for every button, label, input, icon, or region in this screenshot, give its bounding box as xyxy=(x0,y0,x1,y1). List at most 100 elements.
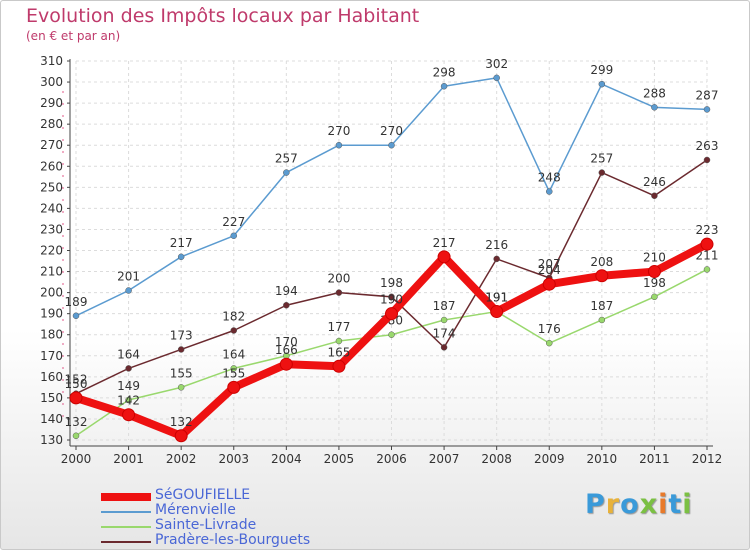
data-point xyxy=(542,277,556,291)
data-label: 302 xyxy=(485,57,508,71)
data-point xyxy=(177,253,185,261)
data-point xyxy=(283,301,290,309)
data-point xyxy=(230,232,237,240)
y-tick-label: 140 xyxy=(40,412,63,426)
data-point xyxy=(122,408,136,422)
data-point xyxy=(700,237,714,251)
x-tick-label: 2010 xyxy=(587,452,618,466)
data-point xyxy=(283,169,290,176)
data-label: 299 xyxy=(590,63,613,77)
x-tick-label: 2007 xyxy=(429,452,460,466)
data-label: 263 xyxy=(696,139,719,153)
data-point xyxy=(388,141,395,149)
data-label: 150 xyxy=(65,377,88,391)
y-tick-label: 150 xyxy=(40,391,63,405)
x-tick-label: 2002 xyxy=(166,452,197,466)
x-tick-label: 2011 xyxy=(639,452,670,466)
data-point xyxy=(493,255,500,263)
data-label: 152 xyxy=(65,373,88,387)
y-tick-label: 160 xyxy=(40,370,63,384)
data-label: 155 xyxy=(222,366,245,380)
data-label: 208 xyxy=(590,255,613,269)
x-tick-label: 2004 xyxy=(271,452,302,466)
y-tick-label: 180 xyxy=(40,328,63,342)
y-tick-label: 250 xyxy=(40,180,63,194)
x-tick-label: 2000 xyxy=(61,452,92,466)
data-label: 288 xyxy=(643,86,666,100)
data-point xyxy=(125,365,132,372)
x-tick-label: 2012 xyxy=(692,452,723,466)
data-label: 246 xyxy=(643,175,666,189)
data-point xyxy=(230,327,237,334)
data-point xyxy=(125,396,132,404)
x-tick-label: 2005 xyxy=(324,452,355,466)
logo-letter: x xyxy=(639,489,659,520)
y-tick-label: 260 xyxy=(40,159,63,173)
data-label: 132 xyxy=(170,415,193,429)
data-label: 165 xyxy=(327,345,350,359)
data-label: 270 xyxy=(380,124,403,138)
data-label: 198 xyxy=(643,276,666,290)
logo-letter: P xyxy=(585,489,606,520)
data-label: 142 xyxy=(117,394,140,408)
x-tick-label: 2006 xyxy=(376,452,407,466)
logo-letter: i xyxy=(682,489,693,520)
data-label: 132 xyxy=(65,415,88,429)
legend-swatch xyxy=(101,526,151,528)
data-point xyxy=(546,188,553,195)
data-label: 200 xyxy=(327,272,350,286)
data-label: 149 xyxy=(117,379,140,393)
legend-label: Sainte-Livrade xyxy=(155,517,257,533)
data-label: 257 xyxy=(275,152,298,166)
x-tick-label: 2001 xyxy=(113,452,144,466)
data-label: 189 xyxy=(65,295,88,309)
data-point xyxy=(703,106,711,113)
data-point xyxy=(440,316,448,324)
y-tick-label: 170 xyxy=(40,349,63,363)
data-point xyxy=(72,432,80,440)
data-point xyxy=(651,293,658,301)
legend-label: Mérenvielle xyxy=(155,502,236,518)
data-point xyxy=(490,305,504,319)
legend-swatch xyxy=(101,541,151,543)
y-tick-label: 220 xyxy=(40,244,63,258)
x-tick-label: 2009 xyxy=(534,452,565,466)
data-label: 207 xyxy=(538,257,561,271)
data-point xyxy=(440,83,448,90)
logo-letter: t xyxy=(668,489,683,520)
legend-swatch xyxy=(101,511,151,513)
data-point xyxy=(440,344,448,351)
data-label: 182 xyxy=(222,310,245,324)
data-point xyxy=(335,337,343,345)
y-tick-label: 210 xyxy=(40,265,63,279)
data-label: 217 xyxy=(170,236,193,250)
y-tick-label: 290 xyxy=(40,96,63,110)
data-label: 298 xyxy=(433,65,456,79)
data-label: 164 xyxy=(222,347,245,361)
data-point xyxy=(177,346,185,353)
data-label: 248 xyxy=(538,171,561,185)
data-label: 166 xyxy=(275,343,298,357)
data-point xyxy=(230,365,237,372)
data-label: 191 xyxy=(485,291,508,305)
data-label: 177 xyxy=(327,320,350,334)
data-label: 201 xyxy=(117,270,140,284)
legend-label: SéGOUFIELLE xyxy=(155,487,251,503)
data-label: 155 xyxy=(170,366,193,380)
data-label: 176 xyxy=(538,322,561,336)
data-point xyxy=(598,316,606,324)
x-tick-label: 2003 xyxy=(218,452,249,466)
data-point xyxy=(69,391,83,405)
y-tick-label: 270 xyxy=(40,138,63,152)
data-label: 216 xyxy=(485,238,508,252)
data-label: 187 xyxy=(433,299,456,313)
y-tick-label: 280 xyxy=(40,117,63,131)
logo-letter: o xyxy=(620,489,640,520)
data-label: 211 xyxy=(696,248,719,262)
data-point xyxy=(598,169,606,176)
data-point xyxy=(598,80,606,88)
y-tick-label: 190 xyxy=(40,307,63,321)
data-label: 287 xyxy=(696,88,719,102)
